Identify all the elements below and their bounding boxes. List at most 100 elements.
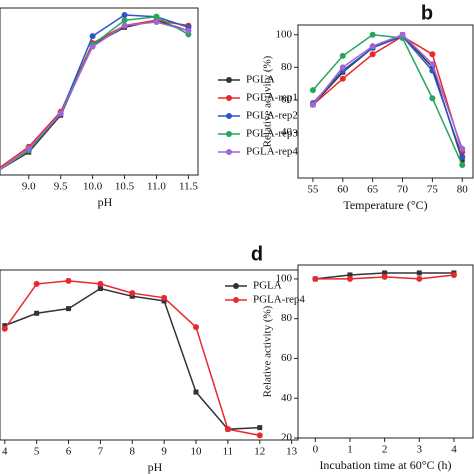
marker: [193, 324, 200, 331]
marker: [429, 51, 436, 58]
x-tick-label: 70: [397, 184, 409, 196]
y-tick-label: 60: [281, 93, 293, 105]
marker: [66, 306, 72, 312]
marker: [57, 110, 64, 117]
marker: [153, 19, 160, 26]
x-tick-label: 65: [367, 184, 379, 196]
marker: [121, 22, 128, 29]
x-tick-label: 1: [347, 444, 353, 456]
legend-label: PGLA-rep4: [253, 294, 305, 306]
x-tick-label: 80: [457, 184, 469, 196]
plot-frame: [297, 264, 474, 439]
x-tick-label: 3: [417, 444, 423, 456]
marker: [193, 389, 199, 395]
marker: [339, 52, 346, 59]
x-axis-label: pH: [148, 460, 163, 474]
x-axis-label: Incubation time at 60°C (h): [319, 458, 451, 472]
marker: [381, 273, 388, 280]
x-tick-label: 10: [191, 446, 203, 458]
marker: [369, 51, 376, 58]
x-tick-label: 4: [2, 446, 8, 458]
x-tick-label: 11.0: [147, 181, 166, 193]
y-tick-label: 40: [281, 126, 293, 138]
marker: [2, 323, 8, 329]
marker: [97, 280, 104, 287]
panel-label: b: [421, 2, 433, 24]
series-line: [312, 33, 463, 166]
marker: [429, 64, 435, 70]
marker: [224, 426, 231, 433]
marker: [185, 27, 192, 34]
y-tick-label: 20: [281, 432, 293, 444]
legend-label: PGLA-rep1: [246, 92, 298, 104]
marker: [34, 310, 40, 316]
x-tick-label: 10.0: [83, 181, 103, 193]
x-tick-label: 10.5: [115, 181, 135, 193]
x-tick-label: 8: [130, 446, 136, 458]
series-line: [312, 35, 463, 153]
marker: [89, 43, 96, 50]
x-tick-label: 75: [427, 184, 439, 196]
series-line: [4, 280, 260, 437]
marker: [429, 61, 436, 68]
marker: [382, 270, 388, 276]
panel-label: d: [251, 243, 263, 265]
series-line: [312, 35, 463, 158]
x-tick-label: 0: [313, 444, 319, 456]
legend-marker: [226, 77, 232, 83]
y-tick-label: 100: [276, 28, 293, 40]
y-tick-label: 40: [281, 392, 293, 404]
legend-marker: [233, 283, 239, 289]
x-tick-label: 7: [98, 446, 104, 458]
x-tick-label: 6: [66, 446, 72, 458]
x-tick-label: 9.0: [22, 181, 36, 193]
marker: [257, 425, 263, 431]
marker: [161, 298, 167, 304]
x-axis-label: pH: [98, 195, 113, 209]
y-axis-label: Relative activity (%): [262, 55, 274, 147]
plot-frame: [297, 24, 474, 179]
marker: [369, 31, 376, 38]
legend-label: PGLA-rep3: [246, 128, 298, 140]
marker: [346, 275, 353, 282]
marker: [450, 271, 457, 278]
marker: [339, 64, 346, 71]
legend-marker: [226, 113, 232, 119]
marker: [89, 33, 96, 40]
legend-marker: [226, 95, 232, 101]
legend-marker: [226, 131, 232, 137]
marker: [459, 145, 466, 152]
marker: [416, 270, 422, 276]
marker: [121, 12, 128, 19]
x-tick-label: 4: [451, 444, 457, 456]
x-tick-label: 11: [223, 446, 234, 458]
marker: [129, 293, 135, 299]
x-tick-label: 12: [254, 446, 265, 458]
marker: [459, 157, 465, 163]
legend-marker: [233, 297, 239, 303]
marker: [339, 75, 346, 82]
marker: [161, 294, 168, 301]
marker: [1, 325, 8, 332]
y-tick-label: 60: [281, 352, 293, 364]
x-axis-label: Temperature (°C): [343, 198, 427, 212]
marker: [416, 275, 423, 282]
marker: [459, 153, 466, 160]
y-tick-label: 80: [281, 312, 293, 324]
plot-frame: [0, 7, 199, 176]
y-axis-label: Relative activity (%): [262, 305, 274, 397]
legend-label: PGLA-rep2: [246, 110, 298, 122]
marker: [309, 101, 316, 108]
series-line: [312, 33, 463, 149]
y-tick-label: 80: [281, 61, 293, 73]
marker: [312, 275, 319, 282]
marker: [399, 31, 406, 38]
marker: [369, 43, 376, 50]
marker: [153, 13, 160, 20]
legend-marker: [226, 149, 232, 155]
x-tick-label: 13: [286, 446, 298, 458]
marker: [429, 95, 436, 102]
legend-label: PGLA-rep4: [246, 146, 298, 158]
marker: [256, 432, 263, 439]
